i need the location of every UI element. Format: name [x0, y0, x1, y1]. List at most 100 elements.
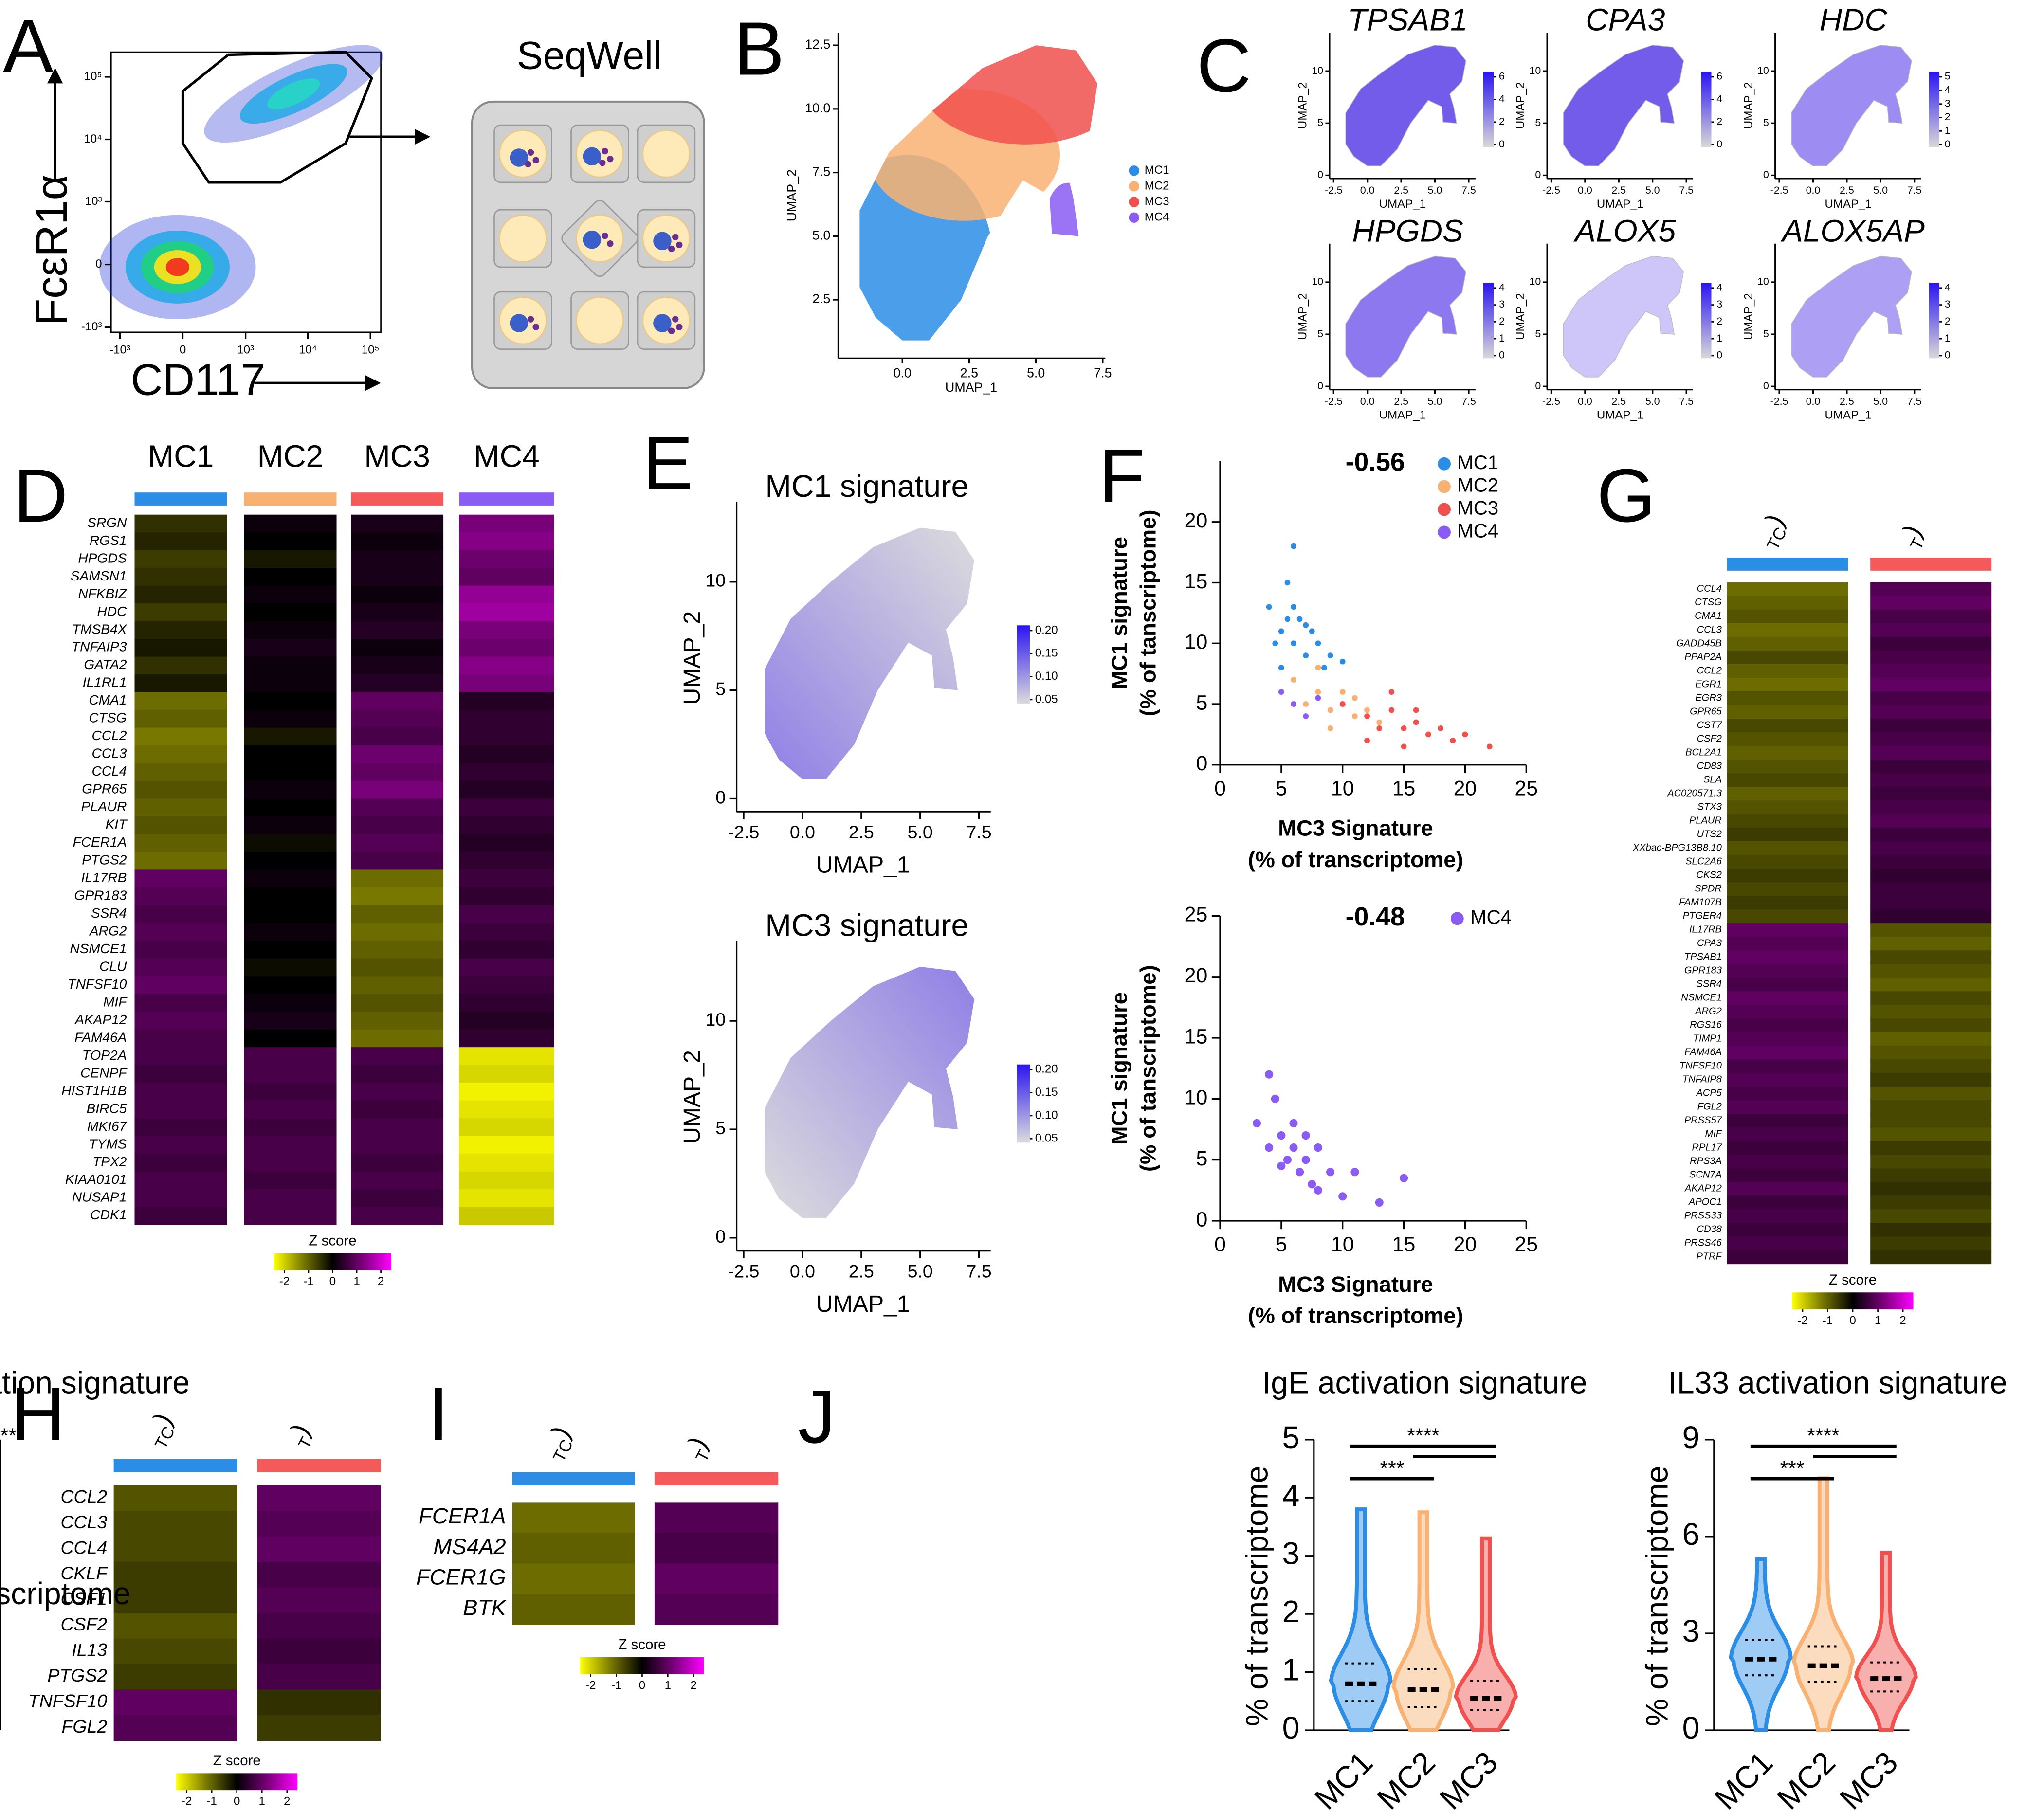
heatmap-cell: [257, 1511, 381, 1537]
heatmap-cell: [459, 1029, 554, 1048]
y-tick-label: 2.5: [812, 291, 830, 306]
colorbar-tick-label: 2: [1716, 315, 1722, 327]
legend-label: MC2: [1457, 474, 1498, 496]
heatmap-cell: [244, 532, 337, 551]
heatmap-cell: [134, 1189, 227, 1208]
point: [1278, 628, 1284, 634]
y-tick-label: 12.5: [805, 37, 830, 52]
gene-label: CD38: [1697, 1224, 1722, 1235]
heatmap-cell: [244, 1065, 337, 1083]
heatmap-cell: [134, 656, 227, 675]
gene-label: IL13: [72, 1640, 107, 1660]
x-axis-label: UMAP_1: [1379, 409, 1426, 422]
x-tick-label: 0: [1214, 1233, 1226, 1256]
violin: [1391, 1510, 1456, 1732]
y-tick-label: 10: [705, 570, 726, 591]
x-tick-label: MC1: [1708, 1745, 1779, 1811]
point: [1339, 658, 1346, 665]
heatmap-cell: [244, 1171, 337, 1190]
panel-label: J: [798, 1374, 836, 1459]
gene-label: GADD45B: [1676, 638, 1722, 649]
column-header: MC4: [474, 439, 540, 474]
gene-label: PRSS46: [1684, 1238, 1722, 1249]
gene-label: PLAUR: [1689, 815, 1722, 826]
x-tick-label: 7.5: [967, 822, 992, 842]
x-tick-label: 10⁴: [299, 344, 317, 357]
gene-label: SPDR: [1695, 883, 1722, 894]
heatmap-cell: [350, 1207, 444, 1225]
heatmap-cell: [1870, 596, 1992, 610]
heatmap-cell: [1870, 1250, 1992, 1265]
gene-label: KIAA0101: [65, 1172, 127, 1187]
y-tick-label: 10: [1312, 65, 1323, 76]
heatmap-cell: [350, 568, 444, 586]
heatmap-cell: [244, 1029, 337, 1048]
gene-label: PPAP2A: [1684, 652, 1722, 662]
gene-label: SRGN: [87, 515, 127, 530]
heatmap-cell: [113, 1587, 238, 1613]
heatmap-cell: [244, 976, 337, 995]
point: [1301, 1156, 1310, 1164]
heatmap-cell: [1727, 787, 1848, 801]
gene-label: CPA3: [1697, 938, 1722, 948]
point: [1376, 719, 1383, 725]
y-tick-label: 20: [1185, 509, 1208, 532]
colorbar-tick-label: 0: [234, 1795, 240, 1808]
colorbar: [176, 1773, 298, 1791]
heatmap-cell: [350, 905, 444, 924]
heatmap-cell: [134, 869, 227, 888]
x-axis-label: UMAP_1: [1825, 409, 1871, 422]
cluster-bar: [459, 492, 554, 506]
x-tick-label: -2.5: [1770, 184, 1788, 196]
heatmap-cell: [1727, 609, 1848, 624]
colorbar-tick-label: 0: [1499, 138, 1505, 150]
heatmap-cell: [244, 834, 337, 852]
x-tick-label: 2.5: [960, 366, 978, 380]
colorbar-tick-label: 2: [1899, 1314, 1906, 1327]
heatmap-cell: [244, 1118, 337, 1137]
y-tick-label: 3: [1282, 1536, 1300, 1571]
point: [1321, 665, 1327, 671]
heatmap-cell: [1727, 691, 1848, 706]
feature-umap: [1345, 255, 1467, 378]
gene-label: TNFAIP8: [1682, 1074, 1722, 1085]
gene-label: AKAP12: [1684, 1183, 1722, 1194]
y-tick-label: 5: [1535, 117, 1541, 128]
x-axis-label: UMAP_1: [816, 851, 910, 878]
colorbar: [1929, 283, 1940, 359]
y-tick-label: 10: [1529, 65, 1541, 76]
x-tick-label: MC3: [1833, 1745, 1904, 1811]
colorbar-tick-label: 3: [1499, 298, 1505, 310]
heatmap-cell: [1727, 1182, 1848, 1196]
x-tick-label: 0.0: [1360, 396, 1375, 407]
heatmap-cell: [350, 780, 444, 799]
heatmap-cell: [1727, 1195, 1848, 1210]
x-tick-label: 0.0: [1578, 396, 1592, 407]
heatmap-cell: [1727, 896, 1848, 910]
heatmap-cell: [134, 639, 227, 657]
point: [1272, 640, 1278, 647]
point: [1413, 707, 1419, 713]
heatmap-cell: [244, 550, 337, 568]
gene-label: UTS2: [1697, 829, 1722, 839]
violin: [1454, 1536, 1518, 1732]
gene-label: ARG2: [89, 923, 127, 938]
legend-label: MC2: [1145, 179, 1169, 192]
heatmap-cell: [113, 1664, 238, 1690]
heatmap-cell: [350, 1047, 444, 1066]
x-tick-label: 5.0: [1645, 396, 1660, 407]
y-tick-label: 3: [1682, 1613, 1700, 1648]
x-tick-label: 0.0: [1806, 396, 1821, 407]
heatmap-cell: [134, 763, 227, 781]
x-tick-label: -2.5: [1542, 396, 1560, 407]
heatmap-cell: [654, 1533, 779, 1564]
gene-label: GPR65: [82, 781, 127, 797]
gene-label: PTRF: [1697, 1251, 1723, 1262]
point: [1301, 1131, 1310, 1140]
point: [1284, 580, 1291, 586]
y-tick-label: 5.0: [812, 228, 830, 242]
x-tick-label: 2.5: [1840, 184, 1854, 196]
x-axis-label: (% of transcriptome): [1248, 847, 1463, 872]
point: [1308, 1180, 1316, 1189]
y-tick-label: 5: [1317, 117, 1323, 128]
